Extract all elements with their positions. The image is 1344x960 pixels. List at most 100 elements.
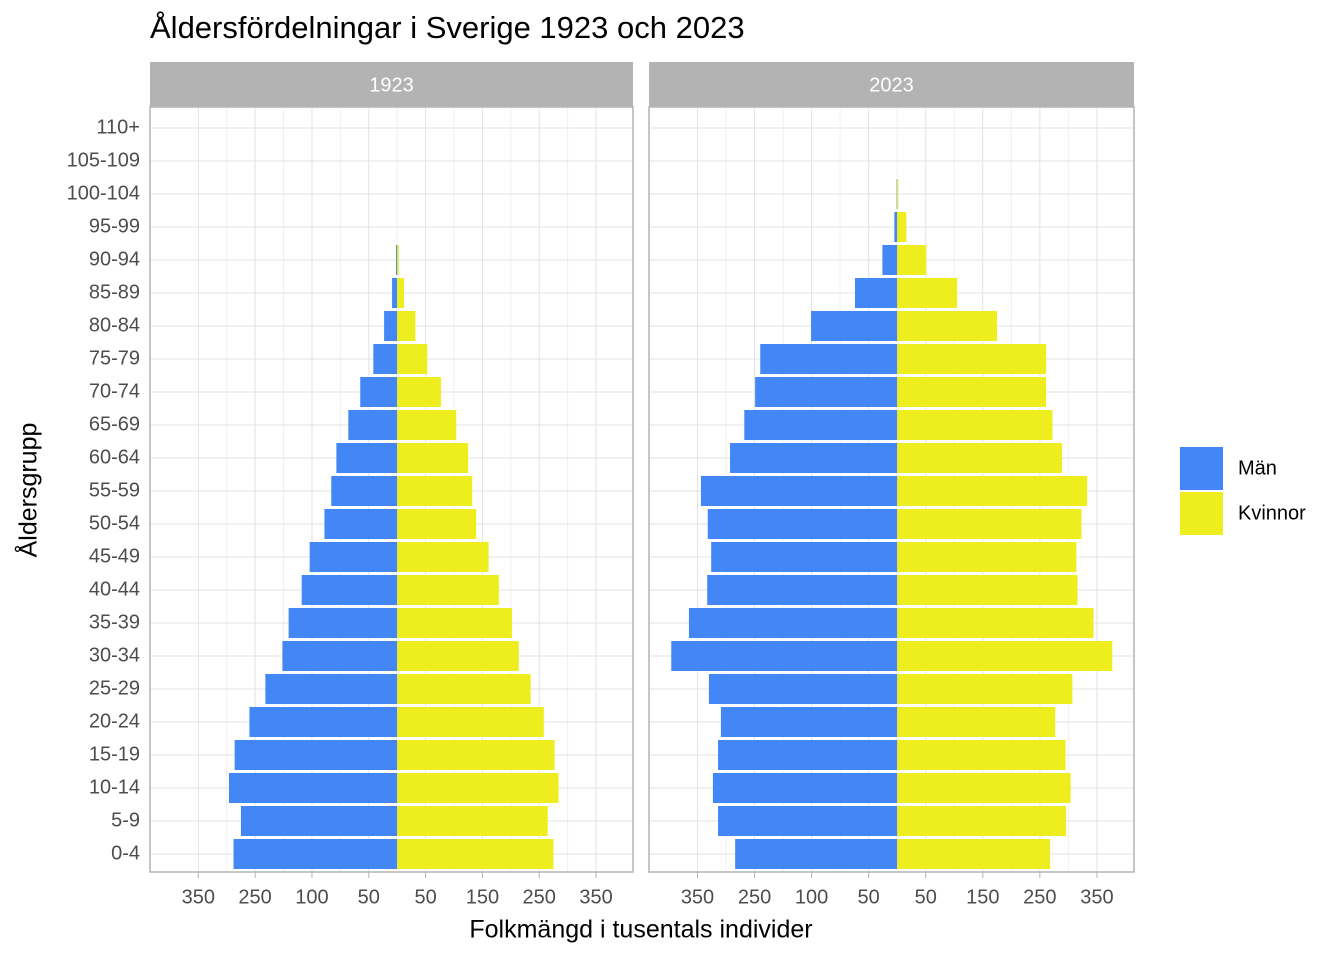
bar [707,509,898,539]
y-tick-label: 70-74 [89,380,140,402]
y-tick-label: 55-59 [89,479,140,501]
y-tick-label: 95-99 [89,215,140,237]
chart-title: Åldersfördelningar i Sverige 1923 och 20… [150,10,745,45]
bar [397,542,489,572]
x-tick-label: 50 [915,886,937,908]
bar [718,806,898,836]
bar [384,311,398,341]
legend-label: Män [1238,457,1277,479]
bar [897,212,907,242]
y-tick-label: 90-94 [89,248,140,270]
bar [897,476,1088,506]
bar [397,608,512,638]
x-tick-label: 150 [966,886,999,908]
bar [894,212,898,242]
x-tick-label: 350 [681,886,714,908]
bar [397,839,554,869]
bar [265,674,398,704]
bar [897,740,1066,770]
bar [336,443,398,473]
bar [228,773,398,803]
bar [234,740,398,770]
x-tick-label: 350 [182,886,215,908]
y-tick-label: 80-84 [89,314,140,336]
bar [897,245,927,275]
bar [882,245,898,275]
x-tick-label: 250 [238,886,271,908]
bar [897,179,899,209]
bar [397,773,559,803]
x-tick-label: 250 [1023,886,1056,908]
bar [897,575,1078,605]
bar [897,641,1113,671]
legend-key [1180,492,1223,535]
bar [897,674,1073,704]
bar [897,344,1047,374]
bar [718,740,898,770]
x-tick-label: 50 [414,886,436,908]
legend-label: Kvinnor [1238,502,1306,524]
bar [711,542,898,572]
bar [240,806,398,836]
bar [397,443,469,473]
x-tick-label: 100 [295,886,328,908]
bar [324,509,398,539]
bar [392,278,398,308]
bar [854,278,898,308]
bar [396,245,398,275]
bar [301,575,398,605]
y-tick-label: 5-9 [111,809,140,831]
y-tick-label: 85-89 [89,281,140,303]
y-tick-label: 60-64 [89,446,140,468]
bar [897,707,1056,737]
bar [397,311,416,341]
bar [233,839,398,869]
facet-label: 1923 [369,74,414,96]
x-tick-label: 50 [858,886,880,908]
x-tick-label: 350 [579,886,612,908]
y-tick-label: 20-24 [89,710,140,732]
x-tick-label: 350 [1080,886,1113,908]
y-axis-label: Åldersgrupp [13,423,43,558]
bar [331,476,398,506]
y-tick-label: 110+ [96,116,140,138]
x-tick-label: 250 [738,886,771,908]
bar [671,641,898,671]
bar [348,410,398,440]
bar [360,377,398,407]
x-axis-label: Folkmängd i tusentals individer [469,916,812,944]
x-tick-label: 100 [795,886,828,908]
y-tick-label: 25-29 [89,677,140,699]
bar [397,344,428,374]
bar [700,476,898,506]
panel-border [648,106,1135,873]
bar [744,410,898,440]
bar [397,476,473,506]
y-tick-label: 75-79 [89,347,140,369]
bar [730,443,898,473]
bar [397,806,548,836]
bar [897,608,1094,638]
bar [897,311,998,341]
y-tick-label: 15-19 [89,743,140,765]
facet-label: 2023 [869,74,914,96]
bar [397,245,399,275]
facet-strip [649,62,1134,107]
bar [720,707,898,737]
bar [896,179,898,209]
bar [735,839,898,869]
bar [249,707,398,737]
y-tick-label: 50-54 [89,512,140,534]
y-tick-label: 30-34 [89,644,140,666]
x-tick-label: 150 [466,886,499,908]
bar [397,377,441,407]
bar [897,377,1047,407]
bar [397,278,405,308]
bar [897,443,1063,473]
bar [707,575,898,605]
y-tick-label: 40-44 [89,578,140,600]
bar [397,575,499,605]
y-tick-label: 10-14 [89,776,140,798]
